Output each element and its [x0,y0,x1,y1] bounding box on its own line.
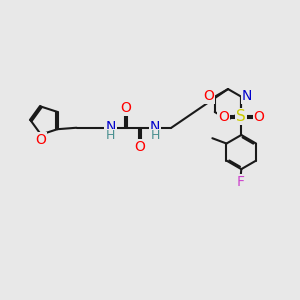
Text: F: F [237,175,245,188]
Text: H: H [151,130,160,142]
Text: O: O [254,110,264,124]
Text: S: S [236,109,246,124]
Text: N: N [150,120,160,134]
Text: O: O [35,133,46,147]
Text: O: O [120,101,131,115]
Text: H: H [106,130,115,142]
Text: N: N [242,89,252,103]
Text: O: O [203,89,214,103]
Text: N: N [105,120,116,134]
Text: O: O [218,110,229,124]
Text: O: O [134,140,145,154]
